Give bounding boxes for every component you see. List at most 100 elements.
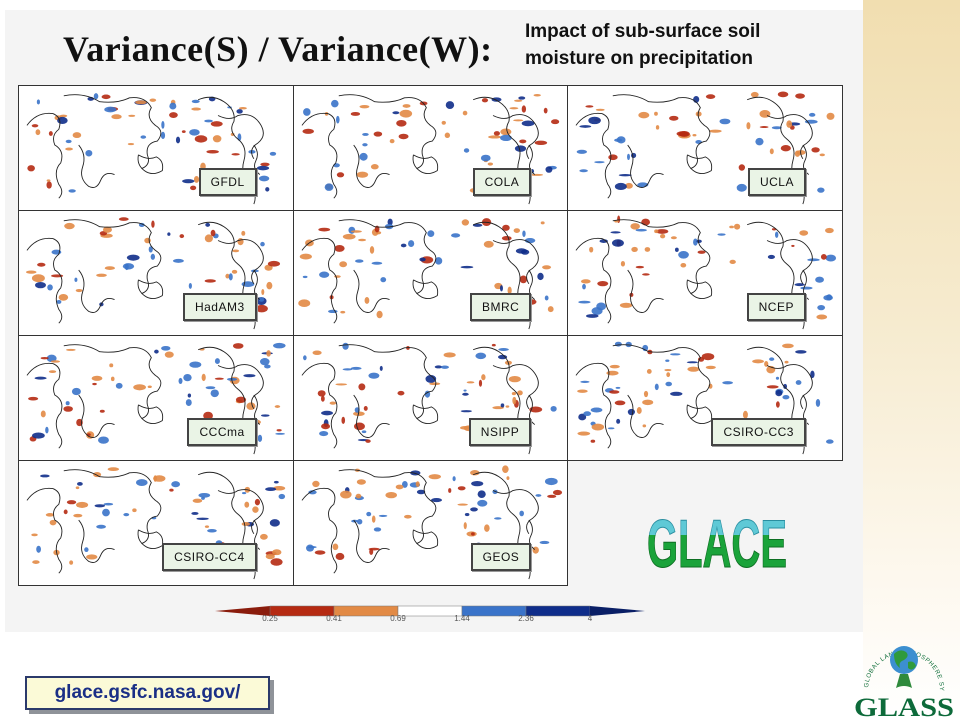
anomaly-patch (428, 382, 440, 386)
anomaly-patch (73, 513, 83, 518)
anomaly-patch (791, 244, 795, 248)
anomaly-patch (447, 488, 451, 493)
anomaly-patch (270, 558, 283, 566)
anomaly-patch (318, 271, 329, 278)
anomaly-patch (654, 229, 659, 234)
anomaly-patch (687, 361, 699, 364)
anomaly-patch (625, 182, 634, 189)
anomaly-patch (782, 343, 795, 349)
anomaly-patch (75, 288, 83, 293)
anomaly-patch (594, 161, 606, 164)
anomaly-patch (56, 299, 62, 304)
coastline (353, 394, 390, 438)
anomaly-patch (31, 274, 45, 283)
coastline (686, 279, 713, 300)
map-panel-cola: COLA (292, 85, 569, 211)
anomaly-patch (109, 363, 114, 368)
coastline (767, 239, 814, 285)
anomaly-patch (320, 410, 333, 416)
anomaly-patch (532, 546, 539, 554)
anomaly-patch (483, 524, 490, 532)
anomaly-patch (312, 350, 322, 355)
anomaly-patch (642, 273, 651, 276)
anomaly-patch (687, 366, 700, 372)
anomaly-patch (232, 249, 240, 253)
anomaly-patch (478, 379, 482, 387)
anomaly-patch (135, 100, 147, 105)
anomaly-patch (336, 172, 344, 178)
coastline (26, 487, 63, 574)
anomaly-patch (759, 126, 769, 129)
coastline (137, 529, 164, 550)
anomaly-patch (536, 272, 544, 281)
anomaly-patch (93, 93, 99, 100)
anomaly-patch (775, 389, 783, 397)
anomaly-patch (514, 145, 526, 152)
coastline (63, 94, 162, 170)
anomaly-patch (800, 286, 813, 290)
anomaly-patch (235, 396, 247, 403)
anomaly-patch (76, 501, 89, 508)
anomaly-patch (752, 359, 765, 364)
anomaly-patch (329, 401, 336, 405)
anomaly-patch (464, 512, 470, 517)
anomaly-patch (596, 108, 606, 111)
anomaly-patch (373, 527, 381, 532)
coastline (492, 114, 539, 160)
anomaly-patch (189, 129, 200, 136)
anomaly-patch (783, 383, 788, 390)
anomaly-patch (266, 281, 273, 290)
coastline (301, 487, 338, 574)
glass-logo-text: GLASS (854, 693, 954, 720)
anomaly-patch (480, 154, 491, 162)
anomaly-patch (540, 221, 545, 225)
anomaly-patch (480, 374, 486, 381)
anomaly-patch (164, 351, 174, 358)
anomaly-patch (392, 111, 400, 115)
anomaly-patch (597, 280, 609, 287)
anomaly-patch (795, 150, 801, 157)
anomaly-patch (357, 238, 366, 242)
anomaly-patch (696, 239, 703, 243)
anomaly-patch (743, 410, 749, 419)
anomaly-patch (463, 148, 469, 153)
anomaly-patch (265, 487, 277, 492)
anomaly-patch (115, 382, 123, 389)
anomaly-patch (591, 423, 605, 431)
anomaly-patch (385, 492, 397, 499)
anomaly-patch (516, 390, 523, 396)
anomaly-patch (196, 517, 209, 520)
anomaly-patch (656, 125, 660, 130)
anomaly-patch (519, 510, 524, 517)
anomaly-patch (664, 368, 672, 372)
url-link[interactable]: glace.gsfc.nasa.gov/ (54, 682, 241, 703)
anomaly-patch (318, 430, 328, 437)
anomaly-patch (191, 107, 202, 111)
anomaly-patch (335, 115, 340, 124)
anomaly-patch (252, 506, 259, 513)
anomaly-patch (738, 164, 746, 171)
anomaly-patch (811, 147, 821, 153)
anomaly-patch (463, 389, 467, 392)
anomaly-patch (493, 131, 500, 136)
anomaly-patch (619, 173, 633, 177)
anomaly-patch (507, 286, 512, 295)
coastline (613, 344, 711, 420)
anomaly-patch (588, 116, 602, 125)
anomaly-patch (335, 383, 347, 386)
anomaly-patch (359, 104, 370, 109)
coastline (301, 237, 338, 324)
anomaly-patch (242, 492, 247, 495)
anomaly-patch (461, 219, 469, 226)
coastline (412, 529, 438, 550)
anomaly-patch (491, 406, 504, 410)
anomaly-patch (809, 112, 816, 117)
url-link-box[interactable]: glace.gsfc.nasa.gov/ (25, 676, 270, 710)
anomaly-patch (469, 470, 480, 476)
anomaly-patch (58, 294, 69, 301)
anomaly-patch (92, 382, 97, 386)
anomaly-patch (205, 222, 211, 227)
colorbar-tick: 1.44 (454, 614, 470, 623)
anomaly-patch (358, 383, 366, 391)
anomaly-patch (228, 273, 233, 281)
